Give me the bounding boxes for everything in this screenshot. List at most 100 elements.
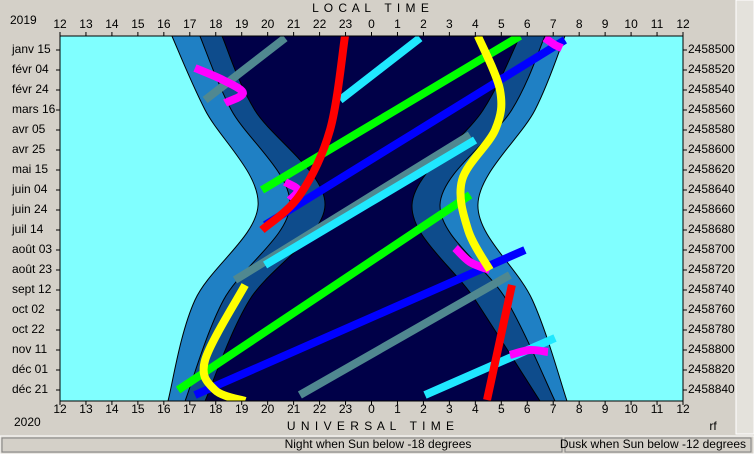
x-tick-label: 13 (79, 402, 93, 416)
x-tick-label: 15 (131, 402, 145, 416)
x-tick-label: 9 (602, 17, 609, 31)
x-tick-label: 17 (183, 17, 197, 31)
date-label: oct 02 (12, 302, 45, 316)
x-tick-label: 6 (524, 17, 531, 31)
date-label: août 03 (12, 242, 52, 256)
date-label: déc 01 (12, 362, 48, 376)
date-label: nov 11 (12, 342, 47, 356)
status-text: Dusk when Sun below -12 degrees (560, 437, 746, 451)
corner-note: rf (709, 419, 717, 433)
y-tick-label: 2458660 (688, 202, 735, 216)
x-tick-label: 23 (339, 402, 353, 416)
x-tick-label: 3 (446, 402, 453, 416)
x-tick-label: 21 (287, 402, 301, 416)
date-label: mai 15 (12, 162, 48, 176)
y-tick-label: 2458520 (688, 62, 735, 76)
x-tick-label: 5 (498, 17, 505, 31)
y-tick-label: 2458580 (688, 122, 735, 136)
x-tick-label: 0 (368, 17, 375, 31)
y-tick-label: 2458740 (688, 282, 735, 296)
date-label: juin 04 (11, 182, 48, 196)
x-tick-label: 12 (676, 402, 690, 416)
x-tick-label: 2 (420, 17, 427, 31)
y-tick-label: 2458760 (688, 302, 735, 316)
date-label: avr 05 (12, 122, 46, 136)
x-tick-label: 3 (446, 17, 453, 31)
date-label: oct 22 (12, 322, 45, 336)
plot (60, 36, 683, 401)
x-axis-title: U N I V E R S A L T I M E (287, 419, 455, 433)
planet-track (202, 36, 512, 399)
x-tick-label: 8 (576, 402, 583, 416)
y-tick-label: 2458800 (688, 342, 735, 356)
x-tick-label: 19 (235, 402, 249, 416)
x-tick-label: 9 (602, 402, 609, 416)
y-tick-label: 2458780 (688, 322, 735, 336)
y-tick-label: 2458640 (688, 182, 735, 196)
x-tick-label: 18 (209, 402, 223, 416)
date-label: déc 21 (12, 382, 48, 396)
x-tick-label: 4 (472, 17, 479, 31)
status-panel (564, 437, 752, 453)
x-tick-label: 12 (53, 17, 67, 31)
x-tick-label: 2 (420, 402, 427, 416)
x-tick-label: 20 (261, 17, 275, 31)
x-tick-label: 10 (624, 17, 638, 31)
planet-track (193, 36, 564, 359)
x-tick-label: 1 (394, 17, 401, 31)
axes: 1212131314141515161617171818191920202121… (11, 17, 735, 416)
date-label: avr 25 (12, 142, 46, 156)
date-label: févr 04 (12, 62, 49, 76)
year-bottom: 2020 (14, 415, 41, 429)
x-tick-label: 8 (576, 17, 583, 31)
x-tick-label: 14 (105, 17, 119, 31)
y-tick-label: 2458560 (688, 102, 735, 116)
date-label: août 23 (12, 262, 52, 276)
x-tick-label: 12 (53, 402, 67, 416)
date-label: janv 15 (11, 42, 51, 56)
x-tick-label: 20 (261, 402, 275, 416)
y-tick-label: 2458840 (688, 382, 735, 396)
x-tick-label: 16 (157, 402, 171, 416)
x-tick-label: 13 (79, 17, 93, 31)
x-tick-label: 22 (313, 402, 327, 416)
x-tick-label: 18 (209, 17, 223, 31)
y-tick-label: 2458500 (688, 42, 735, 56)
date-label: mars 16 (12, 102, 56, 116)
chart-title: L O C A L T I M E (312, 1, 430, 15)
x-tick-label: 0 (368, 402, 375, 416)
x-tick-label: 5 (498, 402, 505, 416)
status-panel (1, 437, 563, 453)
y-tick-label: 2458720 (688, 262, 735, 276)
y-tick-label: 2458700 (688, 242, 735, 256)
x-tick-label: 12 (676, 17, 690, 31)
x-tick-label: 7 (550, 17, 557, 31)
x-tick-label: 16 (157, 17, 171, 31)
y-tick-label: 2458680 (688, 222, 735, 236)
x-tick-label: 14 (105, 402, 119, 416)
status-text: Night when Sun below -18 degrees (285, 437, 472, 451)
date-label: févr 24 (12, 82, 49, 96)
x-tick-label: 21 (287, 17, 301, 31)
x-tick-label: 15 (131, 17, 145, 31)
date-label: juil 14 (11, 222, 44, 236)
planet-track (263, 36, 557, 399)
y-tick-label: 2458620 (688, 162, 735, 176)
x-tick-label: 7 (550, 402, 557, 416)
y-tick-label: 2458540 (688, 82, 735, 96)
y-tick-label: 2458820 (688, 362, 735, 376)
year-top: 2019 (10, 13, 37, 27)
x-tick-label: 19 (235, 17, 249, 31)
x-tick-label: 4 (472, 402, 479, 416)
planet-track (259, 36, 516, 401)
x-tick-label: 23 (339, 17, 353, 31)
planet-track (199, 36, 506, 401)
x-tick-label: 11 (651, 402, 664, 416)
date-label: sept 12 (12, 282, 52, 296)
scrollbar[interactable] (735, 0, 754, 435)
date-label: juin 24 (11, 202, 48, 216)
x-tick-label: 11 (651, 17, 664, 31)
x-tick-label: 1 (394, 402, 401, 416)
x-tick-label: 6 (524, 402, 531, 416)
